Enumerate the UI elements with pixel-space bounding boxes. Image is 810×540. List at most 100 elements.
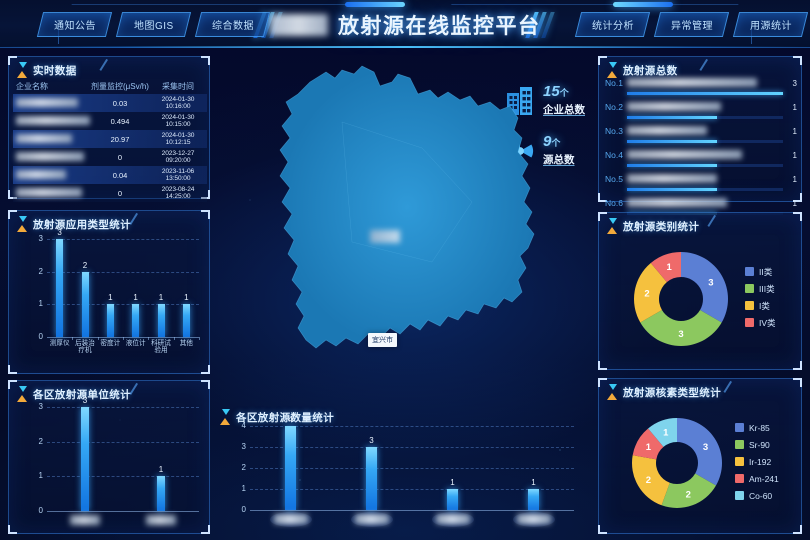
stat-enterprise-unit: 个 (559, 88, 569, 98)
legend-swatch (745, 284, 754, 293)
table-row[interactable]: 0 2023-12-27 09:20:00 (13, 148, 207, 166)
map-area[interactable]: 宜兴市 (222, 52, 588, 402)
list-item[interactable]: No.1 3 (605, 77, 797, 101)
cell-dose: 0.494 (110, 116, 130, 126)
header: 放射源在线监控平台 通知公告 地图GIS 综合数据 统计分析 异常管理 用源统计 (0, 0, 810, 48)
legend-swatch (735, 457, 744, 466)
table-row[interactable]: 0 2023-08-24 14:25:00 (13, 184, 207, 202)
rank-number: No.6 (605, 198, 623, 208)
bar-value-label: 1 (108, 293, 113, 303)
legend-item[interactable]: Co-60 (735, 487, 779, 504)
bar[interactable] (366, 447, 377, 510)
company-name-blurred (627, 150, 742, 159)
legend-item[interactable]: II类 (745, 263, 776, 280)
rank-bar-fill (627, 140, 718, 143)
table-row[interactable]: 0.03 2024-01-30 10:16:00 (13, 94, 207, 112)
legend-label: Sr-90 (749, 439, 770, 450)
bar[interactable] (132, 304, 140, 337)
rank-value: 1 (792, 126, 797, 136)
nav-item-notice[interactable]: 通知公告 (36, 12, 113, 37)
bar-value-label: 3 (57, 228, 62, 237)
bar-chart-usage-type[interactable]: 0 1 2 3 3 测厚仪 2 后装治疗机 1 密度计 1 液位计 1 科研试验用 1 其他 (27, 228, 205, 371)
panel-title-text: 放射源总数 (623, 64, 678, 77)
nav-item-source-usage[interactable]: 用源统计 (732, 12, 809, 37)
map-region-path[interactable] (279, 65, 535, 349)
donut-slice[interactable] (681, 252, 728, 323)
bar[interactable] (182, 304, 190, 337)
legend-label: III类 (759, 283, 775, 294)
panel-title-realtime: 实时数据 (17, 61, 77, 79)
column-header-time: 采集时间 (162, 82, 194, 91)
nav-right: 统计分析 异常管理 用源统计 (574, 12, 809, 37)
donut-slice[interactable] (632, 428, 664, 460)
y-axis-tick-label: 2 (241, 463, 246, 472)
list-item[interactable]: No.2 1 (605, 101, 797, 125)
column-header-dose: 剂量监控(μSv/h) (91, 82, 149, 91)
bar[interactable] (528, 489, 539, 510)
legend-item[interactable]: I类 (745, 297, 776, 314)
company-name-blurred (627, 78, 757, 87)
nav-item-map-gis[interactable]: 地图GIS (115, 12, 192, 37)
donut-slice[interactable] (634, 262, 667, 323)
bar[interactable] (56, 239, 64, 337)
panel-source-total-rank: 放射源总数 No.1 3 No.2 1 No.3 1 No.4 1 No.5 1 No.6 1 (598, 56, 802, 215)
legend-item[interactable]: Sr-90 (735, 436, 779, 453)
bar-chart-source-amount[interactable]: 0 1 2 3 4 4 3 1 1 (232, 415, 584, 534)
cell-time: 2023-12-27 09:20:00 (161, 150, 195, 164)
table-row[interactable]: 0.04 2023-11-06 13:50:00 (13, 166, 207, 184)
panel-title-text: 放射源核素类型统计 (623, 386, 722, 399)
bar[interactable] (285, 426, 296, 510)
donut-chart-category[interactable]: 3 3 2 1 II类 III类 I类 IV类 (603, 235, 799, 367)
company-name-blurred (627, 198, 727, 207)
cell-company-name (13, 187, 91, 199)
rank-value: 1 (792, 102, 797, 112)
map-region-svg[interactable] (222, 52, 588, 402)
cell-company-name (13, 97, 91, 109)
donut-slice[interactable] (648, 418, 677, 447)
bar-chart-unit-count[interactable]: 0 1 2 3 3 1 (27, 396, 205, 533)
bar[interactable] (447, 489, 458, 510)
legend-item[interactable]: IV类 (745, 314, 776, 331)
legend-item[interactable]: Kr-85 (735, 419, 779, 436)
legend-item[interactable]: Am-241 (735, 470, 779, 487)
column-header-company: 企业名称 (16, 82, 48, 91)
rank-company-name (627, 74, 785, 92)
bar-value-label: 2 (82, 260, 88, 270)
donut-slice[interactable] (632, 455, 670, 506)
bar-value-label: 1 (531, 478, 536, 487)
list-item[interactable]: No.3 1 (605, 125, 797, 149)
cell-company-name (13, 115, 91, 127)
company-name-blurred (16, 169, 66, 179)
legend-label: Am-241 (749, 473, 779, 484)
table-row[interactable]: 0.494 2024-01-30 10:15:00 (13, 112, 207, 130)
donut-slice[interactable] (661, 473, 716, 509)
bar[interactable] (157, 476, 165, 511)
donut-slice[interactable] (650, 252, 681, 283)
y-axis-tick-label: 1 (38, 471, 43, 481)
gridline (47, 407, 199, 408)
donut-slice[interactable] (640, 310, 722, 346)
list-item[interactable]: No.5 1 (605, 173, 797, 197)
table-header-row: 企业名称 剂量监控(μSv/h) 采集时间 (13, 79, 207, 94)
table-row[interactable]: 20.97 2024-01-30 10:12:15 (13, 130, 207, 148)
donut-chart-nuclide[interactable]: 3 2 2 1 1 Kr-85 Sr-90 Ir-192 Am-241 Co-60 (603, 401, 799, 531)
bar[interactable] (106, 304, 114, 337)
donut-slice[interactable] (677, 418, 722, 486)
nav-item-exception-management[interactable]: 异常管理 (653, 12, 730, 37)
bar[interactable] (81, 407, 89, 511)
bar[interactable] (157, 304, 165, 337)
donut-slice-value-label: 2 (646, 475, 651, 486)
legend-item[interactable]: III类 (745, 280, 776, 297)
legend-item[interactable]: Ir-192 (735, 453, 779, 470)
cell-time: 2023-08-24 14:25:00 (161, 186, 195, 200)
bar[interactable] (81, 271, 89, 337)
cell-time: 2023-11-06 13:50:00 (161, 168, 195, 182)
legend-swatch (735, 474, 744, 483)
nav-item-comprehensive-data[interactable]: 综合数据 (194, 12, 271, 37)
stat-source-label: 源总数 (543, 154, 575, 166)
rank-company-name (627, 98, 785, 116)
y-axis-tick-label: 1 (38, 299, 43, 309)
rank-company-name (627, 170, 785, 188)
nav-item-statistics[interactable]: 统计分析 (574, 12, 651, 37)
list-item[interactable]: No.4 1 (605, 149, 797, 173)
